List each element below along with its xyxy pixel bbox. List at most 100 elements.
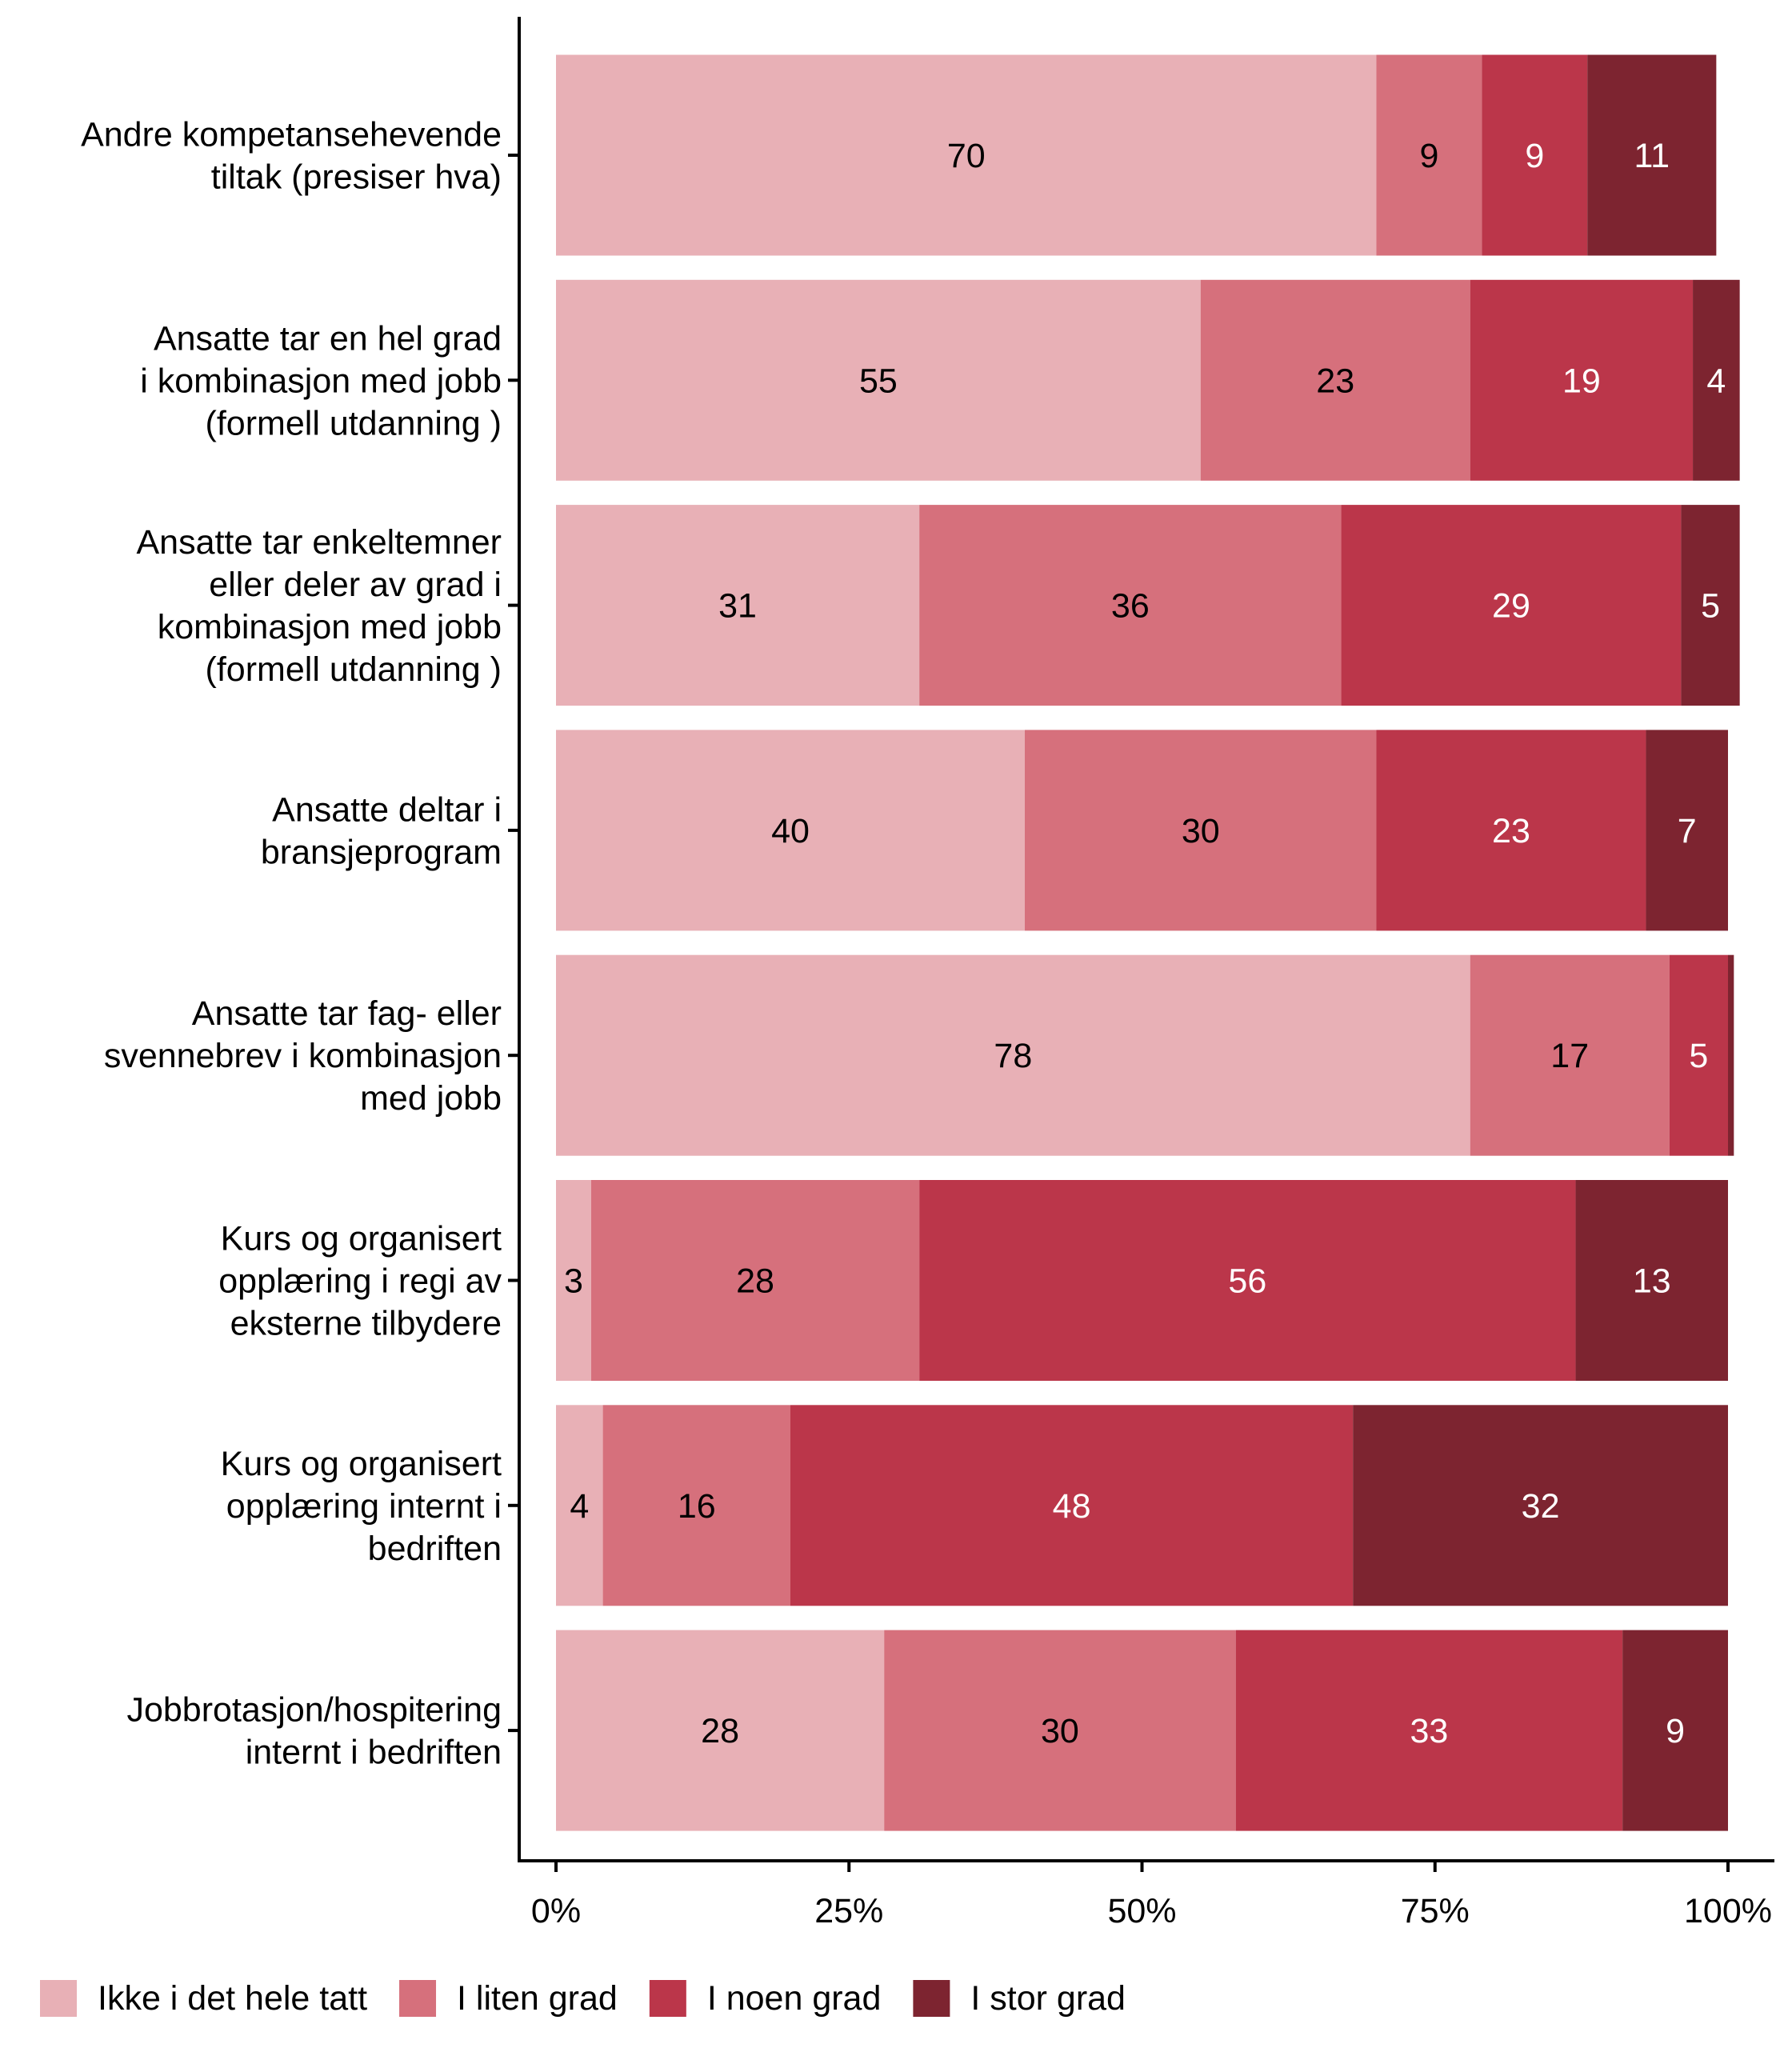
bar-segment <box>602 1405 790 1606</box>
data-label: 70 <box>947 137 986 175</box>
bar-segment <box>1728 954 1734 1156</box>
bar-segment <box>1669 954 1728 1156</box>
bar-segment <box>556 730 1025 931</box>
bars-layer: 70 9 9 11 55 23 19 4 31 36 29 5 40 30 23 7 78 17 5 3 28 56 13 4… <box>556 54 1740 1831</box>
data-label: 13 <box>1633 1262 1671 1301</box>
data-label: 7 <box>1678 812 1697 850</box>
bar-row: 31 36 29 5 <box>556 505 1740 706</box>
legend-item: I liten grad <box>399 1979 618 2018</box>
bar-segment <box>1376 54 1482 256</box>
data-label: 30 <box>1041 1712 1079 1750</box>
y-tick-label-line: eller deler av grad i <box>209 566 502 604</box>
bar-segment <box>556 54 1377 256</box>
bar-segment <box>1622 1630 1728 1831</box>
y-tick-label-line: bransjeprogram <box>261 833 502 871</box>
data-label: 78 <box>994 1037 1032 1075</box>
y-tick-label-line: Andre kompetansehevende <box>81 116 502 154</box>
y-tick-label-line: Ansatte tar fag- eller <box>192 994 502 1033</box>
y-tick-label-line: Ansatte deltar i <box>272 790 502 829</box>
bar-segment <box>556 505 920 706</box>
data-label: 28 <box>701 1712 739 1750</box>
data-label: 23 <box>1316 362 1354 400</box>
legend-label: I noen grad <box>707 1979 882 2018</box>
legend-item: Ikke i det hele tatt <box>40 1979 367 2018</box>
data-label: 19 <box>1562 362 1601 400</box>
y-tick-label-line: internt i bedriften <box>246 1734 502 1772</box>
y-tick-label-line: i kombinasjon med jobb <box>140 362 502 400</box>
data-label: 4 <box>570 1487 589 1526</box>
y-tick-label-line: (formell utdanning ) <box>206 650 502 689</box>
x-tick-label: 100% <box>1684 1892 1772 1930</box>
legend-swatch <box>913 1980 950 2017</box>
bar-segment <box>556 954 1470 1156</box>
legend-swatch <box>649 1980 686 2017</box>
y-tick-label-line: Jobbrotasjon/hospitering <box>126 1691 502 1730</box>
bar-segment <box>590 1180 920 1381</box>
bar-row: 4 16 48 32 <box>556 1405 1728 1606</box>
legend-swatch <box>399 1980 437 2017</box>
data-label: 5 <box>1701 587 1720 626</box>
legend-item: I noen grad <box>649 1979 882 2018</box>
y-tick-label: Jobbrotasjon/hospitering internt i bedrif… <box>126 1691 502 1772</box>
bar-segment <box>919 505 1342 706</box>
bar-segment <box>919 1180 1576 1381</box>
y-tick-label-line: Ansatte tar enkeltemner <box>136 523 502 562</box>
bar-segment <box>1025 730 1377 931</box>
bar-segment <box>1575 1180 1728 1381</box>
y-tick-label-line: svennebrev i kombinasjon <box>104 1037 502 1075</box>
y-tick-label-line: bedriften <box>368 1530 502 1568</box>
y-tick-label-line: opplæring i regi av <box>218 1262 502 1301</box>
y-tick-label-line: med jobb <box>360 1079 502 1118</box>
bar-row: 70 9 9 11 <box>556 54 1717 256</box>
bar-segment <box>1681 505 1740 706</box>
bar-row: 3 28 56 13 <box>556 1180 1728 1381</box>
data-label: 31 <box>718 587 757 626</box>
data-label: 32 <box>1522 1487 1560 1526</box>
bar-row: 28 30 33 9 <box>556 1630 1728 1831</box>
y-tick-label: Ansatte deltar i bransjeprogram <box>261 790 502 871</box>
data-label: 56 <box>1228 1262 1266 1301</box>
data-label: 48 <box>1053 1487 1091 1526</box>
data-label: 23 <box>1492 812 1530 850</box>
data-label: 55 <box>859 362 898 400</box>
y-axis: Andre kompetansehevende tiltak (presiser … <box>81 17 521 1862</box>
y-tick-label-line: Kurs og organisert <box>221 1445 502 1483</box>
bar-row: 40 30 23 7 <box>556 730 1728 931</box>
y-tick-label: Ansatte tar fag- eller svennebrev i kombi… <box>104 994 502 1118</box>
data-label: 16 <box>678 1487 716 1526</box>
data-label: 11 <box>1634 137 1670 175</box>
bar-segment <box>1646 730 1728 931</box>
data-label: 29 <box>1492 587 1530 626</box>
legend-label: I stor grad <box>970 1979 1126 2018</box>
data-label: 17 <box>1550 1037 1589 1075</box>
legend: Ikke i det hele tatt I liten grad I noen g… <box>40 1979 1126 2018</box>
y-tick-label: Ansatte tar en hel grad i kombinasjon med… <box>140 319 502 442</box>
bar-segment <box>1235 1630 1623 1831</box>
bar-segment <box>1470 279 1694 481</box>
bar-segment <box>556 1405 603 1606</box>
bar-segment <box>1376 730 1646 931</box>
legend-label: Ikke i det hele tatt <box>98 1979 367 2018</box>
y-tick-label-line: kombinasjon med jobb <box>158 608 502 646</box>
bar-segment <box>1693 279 1740 481</box>
y-tick-label: Ansatte tar enkeltemner eller deler av gr… <box>136 523 502 689</box>
y-tick-label: Kurs og organisert opplæring internt i bed… <box>221 1445 502 1568</box>
data-label: 30 <box>1182 812 1220 850</box>
bar-row: 78 17 5 <box>556 954 1734 1156</box>
data-label: 40 <box>771 812 810 850</box>
y-tick-label-line: Kurs og organisert <box>221 1220 502 1258</box>
data-label: 33 <box>1410 1712 1449 1750</box>
x-tick-label: 50% <box>1107 1892 1176 1930</box>
data-label: 28 <box>736 1262 774 1301</box>
legend-label: I liten grad <box>457 1979 618 2018</box>
y-tick-label-line: opplæring internt i <box>226 1487 502 1526</box>
bar-row: 55 23 19 4 <box>556 279 1740 481</box>
bar-segment <box>556 1630 885 1831</box>
x-tick-label: 75% <box>1401 1892 1470 1930</box>
legend-item: I stor grad <box>913 1979 1126 2018</box>
data-label: 9 <box>1525 137 1544 175</box>
bar-segment <box>1341 505 1682 706</box>
data-label: 36 <box>1111 587 1150 626</box>
data-label: 9 <box>1666 1712 1685 1750</box>
